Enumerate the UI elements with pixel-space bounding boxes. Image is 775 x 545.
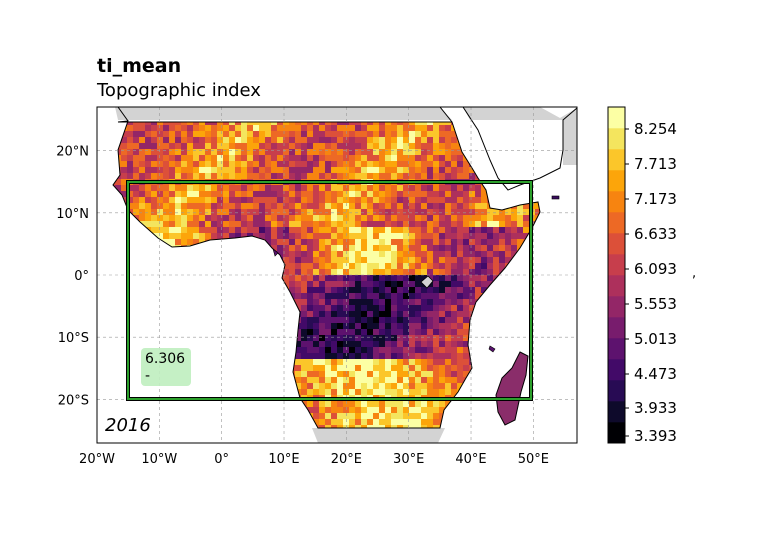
y-tick-label: 0° — [74, 269, 89, 284]
colorbar-segment — [608, 149, 625, 171]
colorbar-tick-label: 7.173 — [634, 190, 677, 208]
colorbar-segment — [608, 191, 625, 213]
year-label: 2016 — [105, 415, 151, 436]
colorbar-segment — [608, 422, 625, 444]
colorbar-segment — [608, 107, 625, 129]
colorbar-segment — [608, 128, 625, 150]
colorbar-segment — [608, 212, 625, 234]
colorbar-segment — [608, 317, 625, 339]
colorbar-tick-label: 3.933 — [634, 399, 677, 417]
comoros — [488, 345, 496, 353]
x-tick-label: 0° — [214, 452, 229, 467]
x-axis: 20°W 10°W 0° 10°E 20°E 30°E 40°E 50°E — [79, 452, 549, 467]
map-frame — [96, 106, 578, 444]
colorbar-frame — [607, 106, 626, 444]
y-tick-label: 10°S — [58, 331, 89, 346]
colorbar-segment — [608, 254, 625, 276]
region-value: 6.306 — [145, 351, 185, 367]
colorbar-tick-label: 7.713 — [634, 155, 677, 173]
arabia-coastline — [462, 107, 577, 191]
y-tick-label: 10°N — [56, 207, 89, 222]
colorbar-tick-label: 6.633 — [634, 225, 677, 243]
land-mask-south — [312, 428, 445, 443]
x-tick-label: 30°E — [393, 452, 424, 467]
land-mask-north — [115, 107, 452, 120]
colorbar-tick-label: 5.013 — [634, 330, 677, 348]
region-value-badge: 6.306 - — [141, 348, 191, 386]
colorbar-segment — [608, 275, 625, 297]
colorbar-segment — [608, 338, 625, 360]
colorbar-tick-label: 3.393 — [634, 427, 677, 445]
colorbar-tick-label: 6.093 — [634, 260, 677, 278]
socotra — [551, 195, 560, 200]
y-tick-label: 20°N — [56, 145, 89, 160]
colorbar: 3.393 3.933 4.473 5.013 5.553 6.093 6.633 7.173… — [607, 106, 677, 445]
x-tick-label: 10°E — [268, 452, 299, 467]
land-mask-arabia — [463, 107, 577, 165]
x-tick-label: 50°E — [518, 452, 549, 467]
lake-victoria — [420, 275, 434, 289]
colorbar-segment — [608, 296, 625, 318]
colorbar-tick-label: 4.473 — [634, 365, 677, 383]
colorbar-tick-label: 8.254 — [634, 120, 677, 138]
x-tick-label: 10°W — [141, 452, 177, 467]
map-subtitle: Topographic index — [97, 80, 261, 101]
colorbar-segment — [608, 233, 625, 255]
y-tick-label: 20°S — [58, 393, 89, 408]
colorbar-tick-label: 5.553 — [634, 295, 677, 313]
x-tick-label: 20°E — [331, 452, 362, 467]
y-axis: 20°N 10°N 0° 10°S 20°S — [56, 145, 89, 409]
colorbar-segment — [608, 359, 625, 381]
region-unit: - — [145, 368, 150, 384]
colorbar-segment — [608, 401, 625, 423]
map-title: ti_mean — [97, 55, 182, 77]
map-axes: 6.306 - 2016 — [97, 107, 577, 443]
colorbar-segment — [608, 170, 625, 192]
bioko — [272, 248, 279, 257]
colorbar-label: , — [692, 266, 696, 281]
highlight-region — [126, 180, 533, 401]
x-tick-label: 40°E — [455, 452, 486, 467]
colorbar-segment — [608, 380, 625, 402]
africa-coastline — [112, 107, 541, 429]
madagascar — [495, 351, 529, 426]
x-tick-label: 20°W — [79, 452, 115, 467]
